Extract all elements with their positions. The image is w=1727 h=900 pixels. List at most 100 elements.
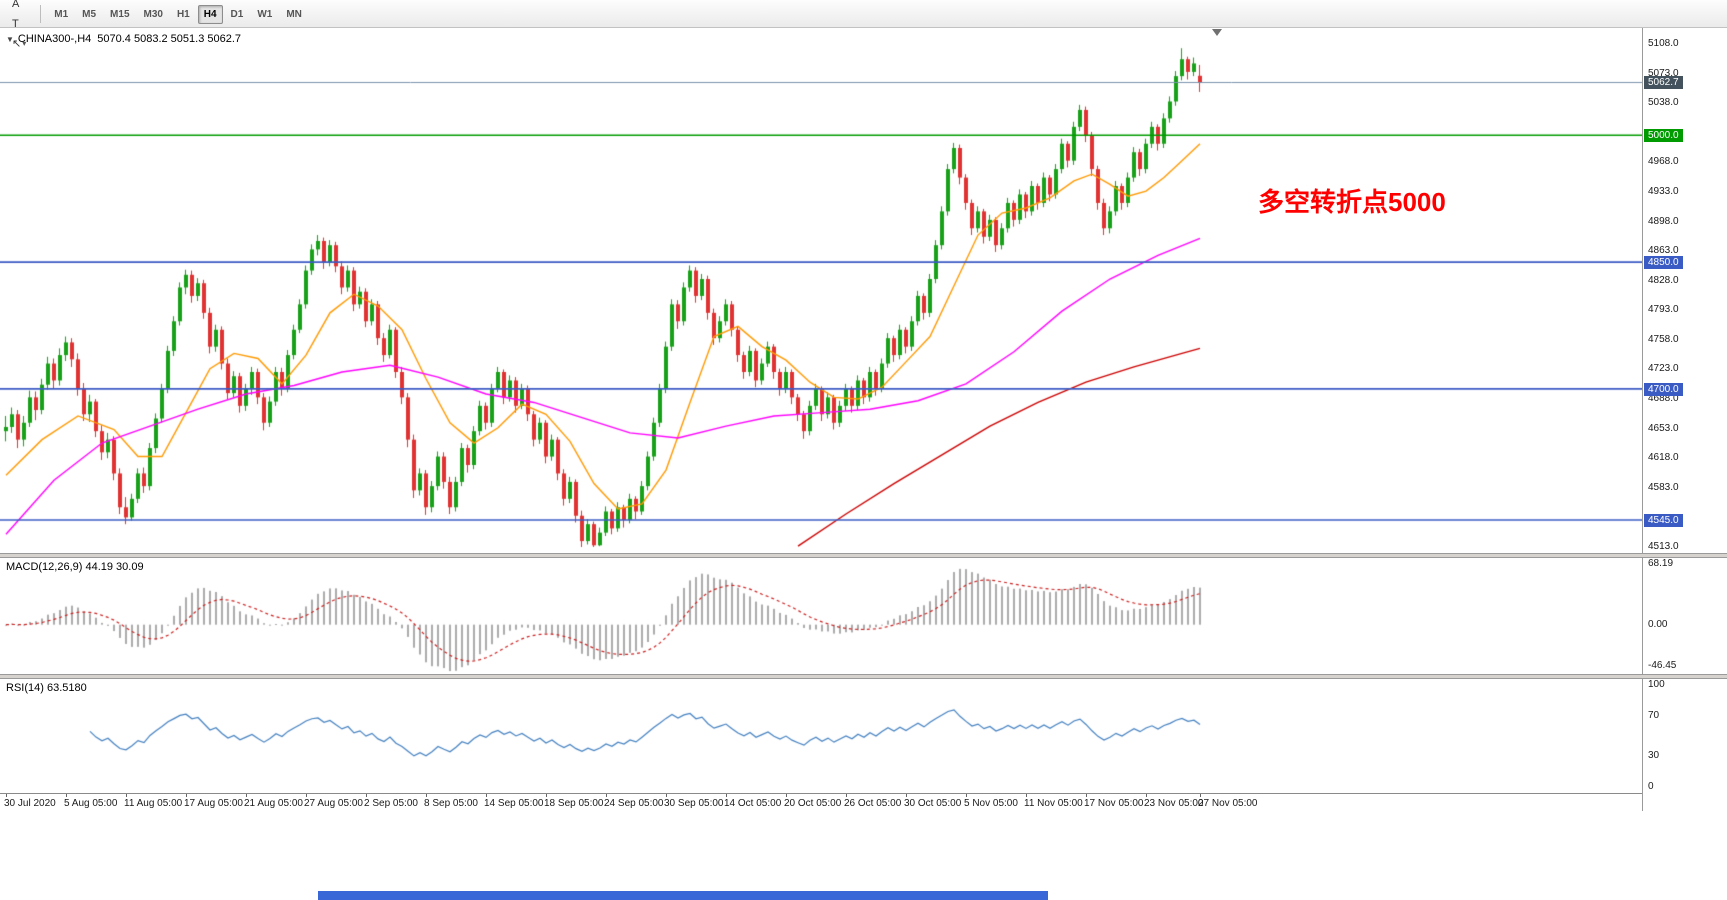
price-chart-canvas[interactable] [0, 28, 1642, 553]
dropdown-arrow-icon: ▾ [22, 39, 27, 48]
time-label: 14 Sep 05:00 [484, 798, 544, 809]
macd-tick: -46.45 [1648, 660, 1677, 671]
macd-canvas[interactable] [0, 558, 1642, 674]
time-label: 20 Oct 05:00 [784, 798, 842, 809]
time-tick-mark [306, 794, 307, 797]
time-tick-mark [966, 794, 967, 797]
time-tick-mark [906, 794, 907, 797]
chart-ohlc-values: 5070.4 5083.2 5051.3 5062.7 [97, 33, 242, 45]
price-tick: 4933.0 [1648, 185, 1679, 197]
time-tick-mark [186, 794, 187, 797]
time-label: 27 Aug 05:00 [304, 798, 363, 809]
panel-splitter[interactable] [0, 553, 1727, 558]
time-label: 5 Nov 05:00 [964, 798, 1018, 809]
rsi-canvas[interactable] [0, 679, 1642, 793]
time-tick-mark [1086, 794, 1087, 797]
one-click-trading-expander-icon[interactable]: ▼ [6, 35, 14, 44]
text-tool[interactable]: T [5, 14, 26, 34]
time-label: 23 Nov 05:00 [1144, 798, 1204, 809]
time-tick-mark [546, 794, 547, 797]
timeframe-button-m5[interactable]: M5 [76, 5, 102, 24]
price-tick: 4793.0 [1648, 304, 1679, 316]
toolbar-separator [40, 4, 42, 23]
time-label: 21 Aug 05:00 [244, 798, 303, 809]
price-tick: 4653.0 [1648, 422, 1679, 434]
price-scale[interactable]: 5108.0 5073.0 5038.0 4968.0 4933.0 4898.0 4863… [1642, 28, 1727, 811]
rsi-tick: 30 [1648, 750, 1660, 762]
time-label: 30 Jul 2020 [4, 798, 56, 809]
time-tick-mark [786, 794, 787, 797]
time-label: 26 Oct 05:00 [844, 798, 902, 809]
price-tick: 4688.0 [1648, 393, 1679, 405]
timeframe-button-m15[interactable]: M15 [104, 5, 135, 24]
macd-panel: MACD(12,26,9) 44.19 30.09 [0, 558, 1642, 674]
time-tick-mark [1146, 794, 1147, 797]
timeframe-button-m1[interactable]: M1 [48, 5, 74, 24]
macd-indicator-label: MACD(12,26,9) 44.19 30.09 [6, 561, 144, 573]
price-tick: 4723.0 [1648, 363, 1679, 375]
hline-price-badge: 4850.0 [1644, 256, 1683, 270]
time-tick-mark [246, 794, 247, 797]
price-tick: 4758.0 [1648, 333, 1679, 345]
time-label: 30 Sep 05:00 [664, 798, 724, 809]
price-tick: 4828.0 [1648, 274, 1679, 286]
rsi-tick: 0 [1648, 781, 1654, 792]
time-tick-mark [1200, 794, 1201, 797]
price-tick: 4863.0 [1648, 245, 1679, 257]
current-price-badge: 5062.7 [1644, 76, 1683, 90]
time-tick-mark [846, 794, 847, 797]
timeframe-button-mn[interactable]: MN [280, 5, 308, 24]
time-tick-mark [66, 794, 67, 797]
time-scale[interactable]: 30 Jul 2020 5 Aug 05:00 11 Aug 05:00 17 Aug… [0, 793, 1727, 811]
time-tick-mark [426, 794, 427, 797]
time-label: 17 Aug 05:00 [184, 798, 243, 809]
price-tick: 4583.0 [1648, 481, 1679, 493]
macd-tick: 0.00 [1648, 618, 1668, 630]
time-tick-mark [126, 794, 127, 797]
time-tick-mark [666, 794, 667, 797]
time-label: 14 Oct 05:00 [724, 798, 782, 809]
time-label: 11 Nov 05:00 [1024, 798, 1083, 809]
time-label: 11 Aug 05:00 [124, 798, 183, 809]
chart-title: ▼ CHINA300-,H4 5070.4 5083.2 5051.3 5062.7 [6, 33, 241, 45]
hline-price-badge: 5000.0 [1644, 129, 1683, 143]
timeframe-button-d1[interactable]: D1 [225, 5, 250, 24]
timeframe-button-w1[interactable]: W1 [251, 5, 278, 24]
timeframe-button-h4[interactable]: H4 [197, 4, 223, 24]
price-tick: 5073.0 [1648, 67, 1679, 79]
chart-shift-marker-icon[interactable] [1212, 29, 1222, 36]
hline-price-badge: 4700.0 [1644, 382, 1683, 396]
time-tick-mark [6, 794, 7, 797]
price-tick: 4618.0 [1648, 452, 1679, 464]
time-label: 27 Nov 05:00 [1198, 798, 1258, 809]
tool-buttons-group: ▦AT↖▾ [4, 0, 34, 54]
price-chart-panel: ▼ CHINA300-,H4 5070.4 5083.2 5051.3 5062.7… [0, 28, 1642, 553]
panel-splitter[interactable] [0, 674, 1727, 679]
price-tick: 4898.0 [1648, 215, 1679, 227]
timeframe-button-h1[interactable]: H1 [171, 5, 196, 24]
time-tick-mark [606, 794, 607, 797]
price-tick: 5108.0 [1648, 38, 1679, 49]
rsi-tick: 100 [1648, 679, 1665, 690]
timeframe-button-m30[interactable]: M30 [138, 5, 169, 24]
chart-symbol-period: CHINA300-,H4 [17, 33, 92, 45]
time-label: 18 Sep 05:00 [544, 798, 604, 809]
rsi-indicator-label: RSI(14) 63.5180 [6, 682, 87, 694]
price-tick: 4968.0 [1648, 156, 1679, 168]
cursor-tool[interactable]: A [5, 0, 26, 14]
time-label: 8 Sep 05:00 [424, 798, 478, 809]
rsi-tick: 70 [1648, 709, 1660, 721]
time-label: 5 Aug 05:00 [64, 798, 118, 809]
rsi-panel: RSI(14) 63.5180 [0, 679, 1642, 793]
background-window-edge [318, 891, 1048, 900]
draw-tool[interactable]: ↖ ▾ [5, 34, 33, 54]
chart-annotation-text[interactable]: 多空转折点5000 [1258, 187, 1446, 217]
time-tick-mark [726, 794, 727, 797]
time-tick-mark [366, 794, 367, 797]
macd-tick: 68.19 [1648, 558, 1674, 569]
time-label: 2 Sep 05:00 [364, 798, 418, 809]
time-label: 17 Nov 05:00 [1084, 798, 1144, 809]
price-tick: 4513.0 [1648, 541, 1679, 552]
time-label: 24 Sep 05:00 [604, 798, 664, 809]
